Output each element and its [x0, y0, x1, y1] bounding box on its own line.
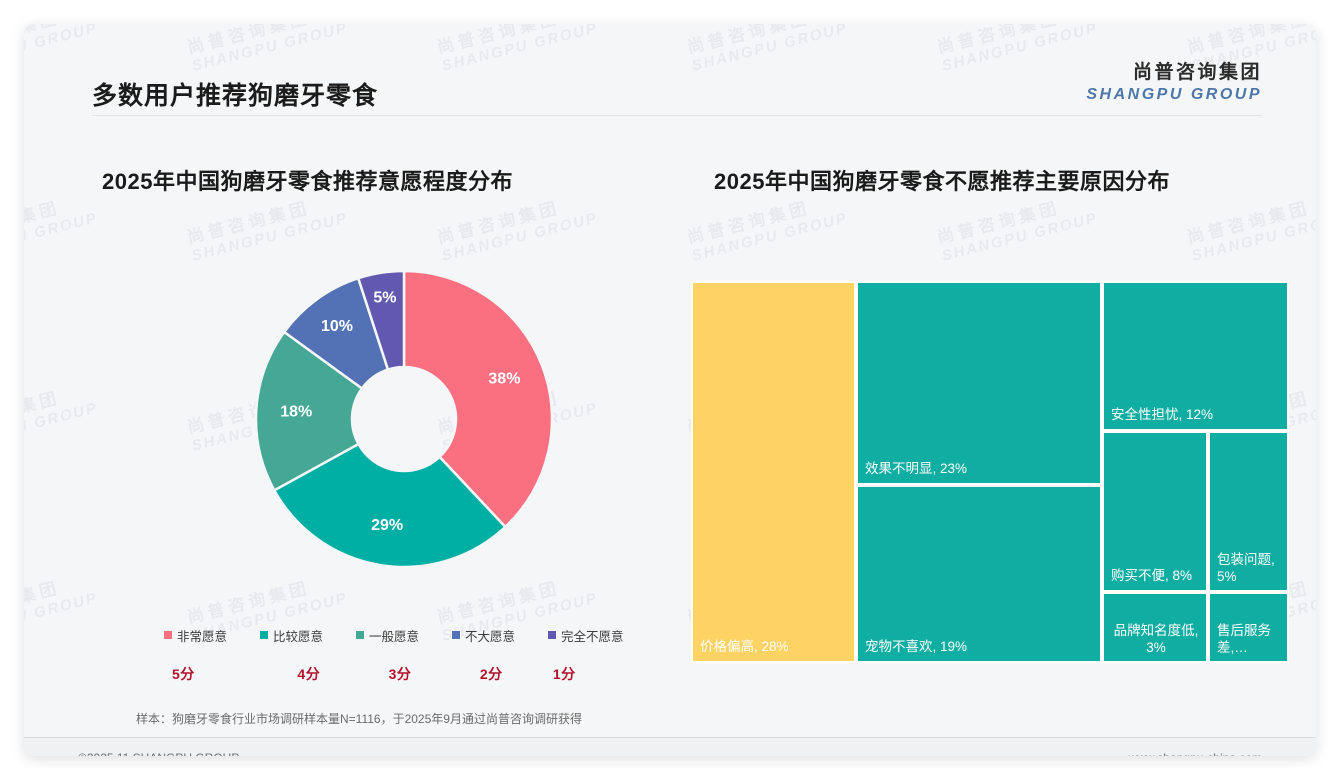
- donut-score-row: 5分 4分 3分 2分 1分: [164, 664, 644, 686]
- left-chart-title: 2025年中国狗磨牙零食推荐意愿程度分布: [102, 169, 513, 194]
- slide-footer: ©2025.11 SHANGPU GROUP www.shangpu-china…: [24, 738, 1316, 756]
- treemap-cell-label: 购买不便, 8%: [1111, 568, 1193, 584]
- legend-item[interactable]: 非常愿意: [164, 624, 260, 646]
- legend-item-label: 比较愿意: [273, 629, 324, 644]
- donut-slice[interactable]: [254, 330, 364, 492]
- treemap-cell-label: 安全性担忧, 12%: [1111, 407, 1214, 423]
- donut-slice-label: 38%: [488, 370, 520, 387]
- legend-item-label: 不大愿意: [465, 629, 516, 644]
- footer-divider: [24, 737, 1316, 738]
- treemap-cell-label: 效果不明显, 23%: [865, 461, 968, 477]
- donut-slice-label: 29%: [371, 517, 403, 534]
- legend-color-swatch: [260, 631, 268, 639]
- footer-website: www.shangpu-china.com: [1129, 751, 1262, 756]
- legend-item-label: 非常愿意: [177, 629, 228, 644]
- score-label: 1分: [552, 666, 576, 682]
- donut-slice-label: 5%: [373, 290, 396, 307]
- treemap-cell-label: 品牌知名度低, 3%: [1113, 623, 1199, 656]
- company-logo: 尚普咨询集团 SHANGPU GROUP: [1086, 61, 1262, 104]
- donut-slice-label: 10%: [321, 318, 353, 335]
- treemap-cell-label: 价格偏高, 28%: [700, 639, 789, 655]
- score-label: 5分: [172, 666, 195, 682]
- legend-item-label: 完全不愿意: [561, 629, 624, 644]
- donut-label-group: 38% 29% 18% 10% 5%: [280, 290, 520, 534]
- donut-slice-group: [254, 269, 554, 569]
- donut-chart: 38% 29% 18% 10% 5%: [254, 269, 554, 569]
- treemap-cell-label: 售后服务差,…: [1217, 623, 1271, 656]
- legend-item-label: 一般愿意: [369, 629, 420, 644]
- donut-slice[interactable]: [402, 269, 554, 529]
- treemap-cell-label: 包装问题, 5%: [1217, 552, 1275, 585]
- treemap-cell[interactable]: 价格偏高, 28%: [691, 281, 856, 663]
- treemap-cell-label: 宠物不喜欢, 19%: [865, 639, 968, 655]
- donut-chart-svg: 38% 29% 18% 10% 5%: [254, 269, 554, 569]
- slide-canvas: 尚普咨询集团 SHANGPU GROUP 尚普咨询集团 SHANGPU GROUP 尚普…: [24, 24, 1316, 756]
- slide-header: 多数用户推荐狗磨牙零食 尚普咨询集团 SHANGPU GROUP: [24, 24, 1316, 116]
- legend-item[interactable]: 一般愿意: [356, 624, 452, 646]
- donut-slice[interactable]: [272, 442, 508, 569]
- score-label: 3分: [388, 666, 412, 682]
- source-footnote: 样本：狗磨牙零食行业市场调研样本量N=1116，于2025年9月通过尚普咨询调研…: [136, 712, 582, 726]
- treemap-cell[interactable]: 品牌知名度低, 3%: [1102, 592, 1208, 663]
- treemap-cell[interactable]: 售后服务差,…: [1208, 592, 1289, 663]
- legend-item[interactable]: 不大愿意: [452, 624, 548, 646]
- treemap-cell[interactable]: 购买不便, 8%: [1102, 431, 1208, 592]
- score-label: 2分: [479, 666, 503, 682]
- right-chart-title: 2025年中国狗磨牙零食不愿推荐主要原因分布: [714, 169, 1170, 194]
- treemap-chart: 价格偏高, 28% 效果不明显, 23% 宠物不喜欢, 19% 安全性担忧, 12% 购…: [691, 281, 1289, 663]
- legend-color-swatch: [164, 631, 172, 639]
- donut-slice[interactable]: [356, 269, 406, 372]
- treemap-cell[interactable]: 效果不明显, 23%: [856, 281, 1102, 485]
- page-title: 多数用户推荐狗磨牙零食: [92, 82, 379, 110]
- treemap-cell[interactable]: 安全性担忧, 12%: [1102, 281, 1289, 431]
- logo-chinese-text: 尚普咨询集团: [1132, 62, 1262, 83]
- donut-legend: 非常愿意 比较愿意 一般愿意 不大愿意 完全不愿意: [164, 624, 644, 646]
- logo-english-text: SHANGPU GROUP: [1086, 85, 1262, 103]
- legend-color-swatch: [452, 631, 460, 639]
- legend-color-swatch: [356, 631, 364, 639]
- header-divider: [92, 115, 1262, 116]
- treemap-cell[interactable]: 包装问题, 5%: [1208, 431, 1289, 592]
- footer-copyright: ©2025.11 SHANGPU GROUP: [78, 751, 239, 756]
- legend-item[interactable]: 完全不愿意: [548, 624, 644, 646]
- legend-item[interactable]: 比较愿意: [260, 624, 356, 646]
- donut-slice-label: 18%: [280, 403, 312, 420]
- treemap-cell[interactable]: 宠物不喜欢, 19%: [856, 485, 1102, 663]
- score-label: 4分: [297, 666, 321, 682]
- legend-color-swatch: [548, 631, 556, 639]
